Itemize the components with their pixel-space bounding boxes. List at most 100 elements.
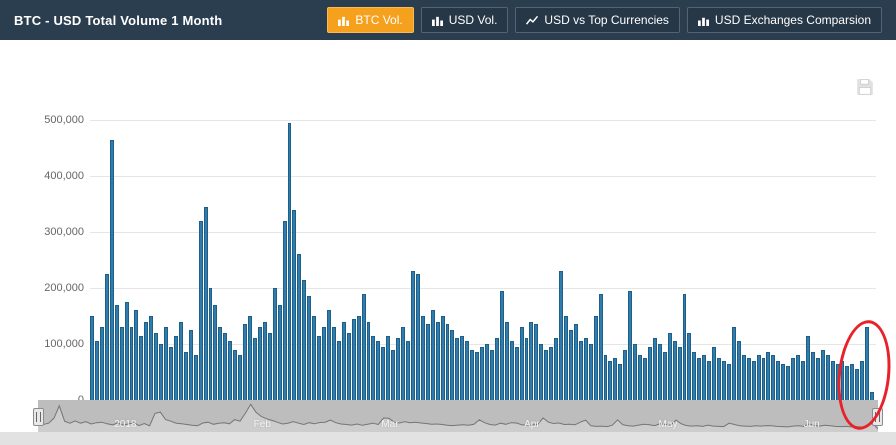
volume-bar[interactable] <box>539 344 544 400</box>
volume-bar[interactable] <box>149 316 154 400</box>
volume-bar[interactable] <box>702 355 707 400</box>
volume-bar[interactable] <box>154 333 159 400</box>
volume-bar[interactable] <box>356 316 361 400</box>
volume-bar[interactable] <box>593 316 598 400</box>
volume-bar[interactable] <box>771 355 776 400</box>
volume-bar[interactable] <box>139 336 144 400</box>
volume-bar[interactable] <box>218 327 223 400</box>
volume-bar[interactable] <box>396 338 401 400</box>
volume-bar[interactable] <box>213 305 218 400</box>
volume-bar[interactable] <box>262 322 267 400</box>
volume-bar[interactable] <box>435 322 440 400</box>
volume-bar[interactable] <box>430 310 435 400</box>
volume-bar[interactable] <box>549 347 554 400</box>
volume-bar[interactable] <box>504 322 509 400</box>
volume-bar[interactable] <box>529 322 534 400</box>
usd-vs-top-currencies-button[interactable]: USD vs Top Currencies <box>515 7 680 33</box>
volume-bar[interactable] <box>203 207 208 400</box>
volume-bar[interactable] <box>534 324 539 400</box>
volume-bar[interactable] <box>865 327 870 400</box>
volume-bar[interactable] <box>188 330 193 400</box>
volume-bar[interactable] <box>475 352 480 400</box>
volume-bar[interactable] <box>193 355 198 400</box>
volume-bar[interactable] <box>440 316 445 400</box>
volume-bar[interactable] <box>104 274 109 400</box>
volume-bar[interactable] <box>568 330 573 400</box>
volume-bar[interactable] <box>731 327 736 400</box>
volume-bar[interactable] <box>726 364 731 400</box>
volume-bar[interactable] <box>317 336 322 400</box>
volume-bar[interactable] <box>598 294 603 400</box>
volume-bar[interactable] <box>756 355 761 400</box>
navigator[interactable]: 2018 Feb Mar Apr May Jun <box>33 400 883 432</box>
volume-bar[interactable] <box>717 358 721 400</box>
volume-bar[interactable] <box>94 341 99 400</box>
volume-bar[interactable] <box>381 347 386 400</box>
volume-bar[interactable] <box>677 347 682 400</box>
volume-bar[interactable] <box>633 344 638 400</box>
volume-bar[interactable] <box>331 327 336 400</box>
volume-bar[interactable] <box>99 327 104 400</box>
volume-bar[interactable] <box>327 310 331 400</box>
volume-bar[interactable] <box>628 291 633 400</box>
navigator-left-handle[interactable] <box>33 408 44 426</box>
volume-bar[interactable] <box>406 341 410 400</box>
volume-bar[interactable] <box>470 350 475 400</box>
volume-bar[interactable] <box>248 316 252 400</box>
volume-bar[interactable] <box>509 341 514 400</box>
volume-bar[interactable] <box>662 352 667 400</box>
volume-bar[interactable] <box>578 341 583 400</box>
volume-bar[interactable] <box>391 350 396 400</box>
volume-bar[interactable] <box>243 324 247 400</box>
volume-bar[interactable] <box>297 254 302 400</box>
volume-bar[interactable] <box>272 288 277 400</box>
volume-bar[interactable] <box>845 366 850 400</box>
volume-bar[interactable] <box>322 327 326 400</box>
volume-bar[interactable] <box>766 352 771 400</box>
volume-bar[interactable] <box>287 123 292 400</box>
volume-bar[interactable] <box>682 294 687 400</box>
volume-bar[interactable] <box>564 316 568 400</box>
volume-bar[interactable] <box>129 327 134 400</box>
volume-bar[interactable] <box>801 361 805 400</box>
volume-bar[interactable] <box>697 358 702 400</box>
volume-bar[interactable] <box>198 221 203 400</box>
volume-bar[interactable] <box>618 364 623 400</box>
volume-bar[interactable] <box>119 327 124 400</box>
volume-bar[interactable] <box>267 333 272 400</box>
volume-bar[interactable] <box>455 338 460 400</box>
volume-bar[interactable] <box>164 327 168 400</box>
navigator-right-handle[interactable] <box>872 408 883 426</box>
volume-bar[interactable] <box>450 330 455 400</box>
volume-bar[interactable] <box>223 333 228 400</box>
volume-bar[interactable] <box>791 358 796 400</box>
volume-bar[interactable] <box>371 336 376 400</box>
volume-bar[interactable] <box>341 322 346 400</box>
volume-bar[interactable] <box>643 358 647 400</box>
volume-bar[interactable] <box>583 338 588 400</box>
volume-bar[interactable] <box>159 344 164 400</box>
volume-bar[interactable] <box>445 324 450 400</box>
volume-bar[interactable] <box>361 294 366 400</box>
volume-bar[interactable] <box>307 296 312 400</box>
volume-bar[interactable] <box>805 336 810 400</box>
volume-bar[interactable] <box>208 288 213 400</box>
volume-bar[interactable] <box>401 327 405 400</box>
volume-bar[interactable] <box>233 350 238 400</box>
volume-bar[interactable] <box>672 341 677 400</box>
volume-bar[interactable] <box>524 338 529 400</box>
volume-bar[interactable] <box>613 358 618 400</box>
volume-bar[interactable] <box>736 341 741 400</box>
volume-bar[interactable] <box>90 316 94 400</box>
volume-bar[interactable] <box>302 280 307 400</box>
volume-bar[interactable] <box>559 271 563 400</box>
volume-bar[interactable] <box>228 341 233 400</box>
volume-bar[interactable] <box>366 322 371 400</box>
volume-bar[interactable] <box>178 322 183 400</box>
volume-bar[interactable] <box>830 361 835 400</box>
volume-bar[interactable] <box>173 336 178 400</box>
volume-bar[interactable] <box>603 355 608 400</box>
volume-bar[interactable] <box>499 291 504 400</box>
volume-bar[interactable] <box>692 352 697 400</box>
volume-bar[interactable] <box>336 341 341 400</box>
